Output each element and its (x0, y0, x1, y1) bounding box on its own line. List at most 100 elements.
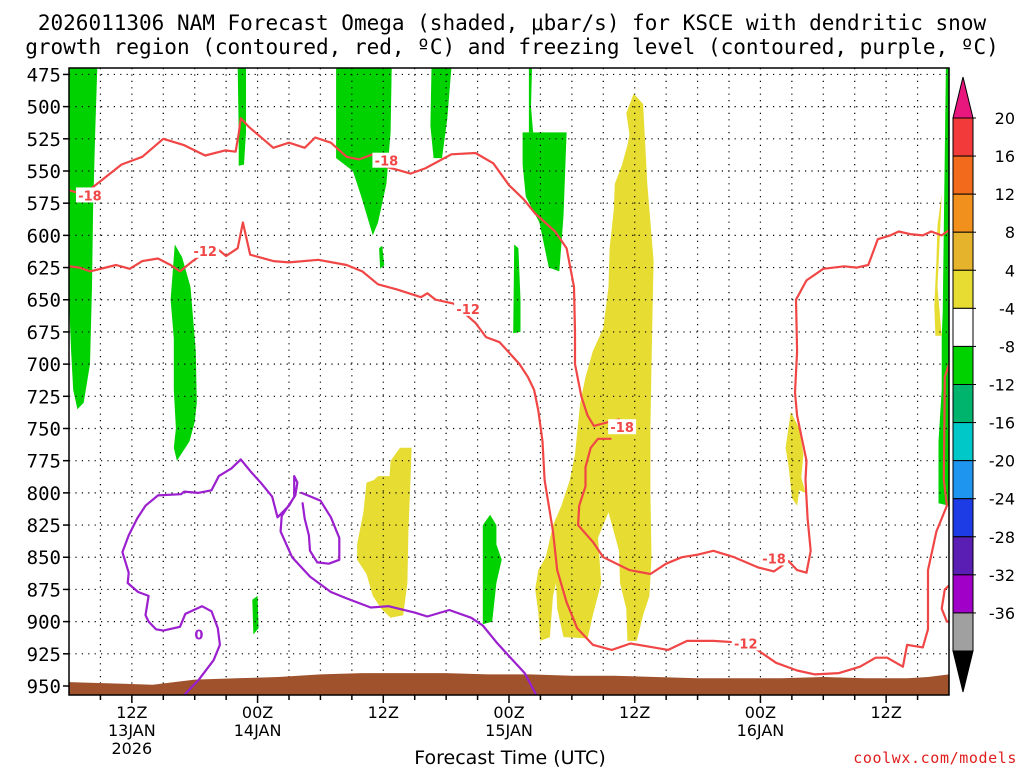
contour-label-bg-6 (454, 300, 483, 316)
contour-label-5: -12 (193, 245, 217, 260)
contour-label-bg-5 (191, 242, 220, 258)
y-tick-label-675: 675 (27, 322, 61, 344)
omega_positive_4to8-region-2 (357, 447, 412, 618)
contour-label-4: -18 (762, 553, 786, 568)
omega_positive_4to8-region-1 (535, 93, 654, 641)
colorbar-segment-2 (952, 155, 974, 195)
omega_negative_-4to-8-region-2 (237, 68, 246, 166)
y-tick-label-475: 475 (27, 64, 61, 86)
x-tick-label-30-2: 14JAN (234, 721, 282, 740)
x-tick-label-78-1: 00Z (745, 703, 776, 722)
x-tick-label-54-2: 15JAN (485, 721, 533, 740)
contour-label-bg-4 (760, 550, 789, 566)
colorbar-segment-1 (952, 117, 974, 157)
y-tick-label-650: 650 (27, 290, 61, 312)
omega_negative_-4to-8-region-11 (482, 514, 502, 625)
omega_negative_-4to-8-region-4 (430, 68, 452, 159)
y-tick-label-500: 500 (27, 97, 61, 119)
freezing_level_0C-contour (121, 458, 538, 695)
credit-text: coolwx.com/models (853, 749, 1017, 767)
contour-label-bg-7 (731, 635, 760, 651)
colorbar-segment-6 (952, 307, 974, 347)
y-tick-label-800: 800 (27, 483, 61, 505)
x-tick-label-54-1: 00Z (493, 703, 524, 722)
chart-title-line-1: 2026011306 NAM Forecast Omega (shaded, μ… (38, 11, 987, 35)
colorbar-top-triangle (952, 76, 974, 119)
contour-label-2: -18 (375, 155, 399, 170)
colorbar-segment-14 (952, 612, 974, 652)
temp_-18C_dgz_top-contour (69, 117, 621, 427)
x-axis-title: Forecast Time (UTC) (414, 747, 605, 768)
y-tick-label-725: 725 (27, 386, 61, 408)
contour-label-7: -12 (734, 638, 758, 653)
y-tick-label-875: 875 (27, 579, 61, 601)
contour-label-bg-2 (372, 152, 401, 168)
colorbar-label-7: -8 (999, 337, 1015, 356)
y-tick-label-575: 575 (27, 193, 61, 215)
omega_negative_-4to-8-region-5 (522, 132, 567, 272)
contour-label-bg-3 (608, 419, 637, 435)
y-tick-label-625: 625 (27, 258, 61, 280)
colorbar-label-2: 16 (995, 147, 1015, 166)
x-tick-label-78-2: 16JAN (737, 721, 785, 740)
omega_negative_-4to-8-region-6 (528, 68, 534, 133)
y-tick-label-600: 600 (27, 225, 61, 247)
colorbar-segment-5 (952, 269, 974, 309)
colorbar-label-11: -24 (989, 490, 1015, 509)
contour-label-bg-8 (192, 626, 205, 642)
omega_negative_-4to-8-region-8 (513, 244, 521, 334)
colorbar-segment-8 (952, 384, 974, 424)
contour-label-6: -12 (456, 303, 480, 318)
colorbar-segment-7 (952, 345, 974, 385)
y-tick-label-700: 700 (27, 354, 61, 376)
y-tick-label-750: 750 (27, 418, 61, 440)
y-tick-label-775: 775 (27, 451, 61, 473)
colorbar-label-1: 20 (995, 109, 1015, 128)
colorbar-label-10: -20 (989, 452, 1015, 471)
y-tick-label-850: 850 (27, 547, 61, 569)
colorbar-label-4: 8 (1005, 223, 1015, 242)
omega_positive_4to8-region-4 (934, 194, 942, 336)
colorbar-bottom-triangle (952, 650, 974, 693)
contour-label-8: 0 (194, 628, 203, 643)
colorbar-segment-4 (952, 231, 974, 271)
x-tick-label-90-1: 12Z (870, 703, 901, 722)
plot-background (69, 68, 949, 695)
x-tick-label-66-1: 12Z (619, 703, 650, 722)
colorbar-segment-9 (952, 422, 974, 462)
colorbar-segment-10 (952, 460, 974, 500)
y-tick-label-925: 925 (27, 644, 61, 666)
colorbar-label-3: 12 (995, 185, 1015, 204)
colorbar-segment-3 (952, 193, 974, 233)
x-tick-label-18-1: 12Z (116, 703, 147, 722)
colorbar-label-9: -16 (989, 414, 1015, 433)
y-tick-label-825: 825 (27, 515, 61, 537)
omega_negative_-4to-8-region-7 (170, 244, 197, 461)
x-tick-label-18-2: 13JAN (108, 721, 156, 740)
contour-label-1: -18 (78, 189, 102, 204)
colorbar-label-8: -12 (989, 376, 1015, 395)
omega_negative_-4to-8-region-1 (69, 68, 98, 410)
colorbar-label-14: -36 (989, 604, 1015, 623)
contour-label-bg-1 (75, 187, 104, 203)
colorbar-label-13: -32 (989, 566, 1015, 585)
temp_-18C_dgz_bottom-contour (576, 229, 949, 576)
y-tick-label-950: 950 (27, 676, 61, 698)
y-tick-label-525: 525 (27, 129, 61, 151)
omega_negative_-4to-8-region-10 (252, 595, 259, 635)
freezing_level_0C_loop-contour (300, 491, 341, 565)
x-tick-label-30-1: 00Z (242, 703, 273, 722)
colorbar-label-12: -28 (989, 528, 1015, 547)
omega_negative_-4to-8-region-9 (379, 245, 385, 269)
contour-label-3: -18 (610, 421, 634, 436)
temp_-18C_right_loop-contour (940, 584, 949, 623)
x-tick-label-42-1: 12Z (368, 703, 399, 722)
colorbar-segment-12 (952, 536, 974, 576)
y-tick-label-550: 550 (27, 161, 61, 183)
x-tick-label-18-3: 2026 (111, 739, 152, 758)
chart-title-line-2: growth region (contoured, red, ºC) and f… (25, 35, 999, 59)
y-tick-label-900: 900 (27, 612, 61, 634)
omega_positive_4to8-region-3 (785, 411, 806, 506)
colorbar-segment-11 (952, 498, 974, 538)
